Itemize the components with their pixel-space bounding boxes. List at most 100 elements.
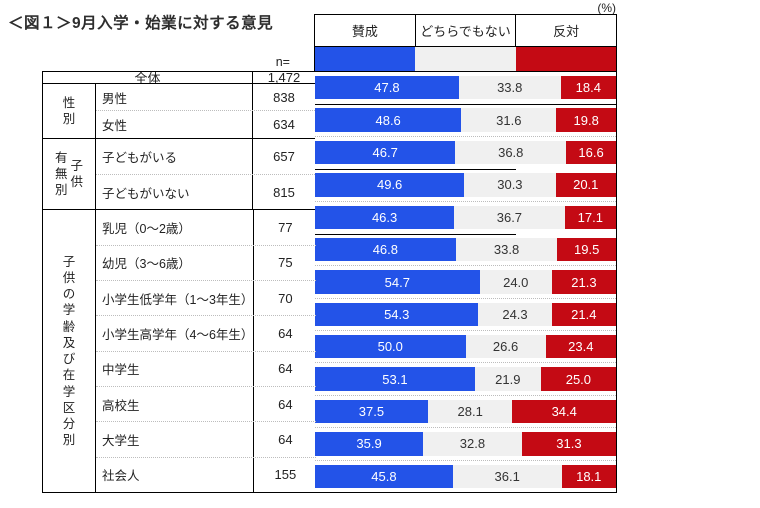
bar-segment-agree: 45.8 xyxy=(315,464,453,489)
row-n-value: 70 xyxy=(253,281,316,316)
bar-row: 45.8 36.1 18.1 xyxy=(315,459,616,492)
row-label: 大学生 xyxy=(102,434,140,449)
table-row: 女性 634 xyxy=(96,110,315,138)
row-label: 子どもがいる xyxy=(102,150,178,165)
bar-row: 49.6 30.3 20.1 xyxy=(315,169,616,200)
table-group-rows: 乳児（0～2歳） 77 幼児（3～6歳） 75 小学生低学年（1～3年生） 70 小学生高学… xyxy=(96,210,317,493)
figure-title: ＜図１＞9月入学・始業に対する意見 xyxy=(8,15,274,32)
bar-segment-oppose: 18.1 xyxy=(561,464,616,489)
row-n-value: 155 xyxy=(253,457,316,493)
chart-group: 48.6 31.6 19.8 46.7 36.8 16.6 xyxy=(315,103,616,168)
row-n-value: 634 xyxy=(252,111,315,138)
row-n-value: 64 xyxy=(253,387,316,422)
bar-row: 50.0 26.6 23.4 xyxy=(315,330,616,362)
table-row: 小学生高学年（4～6年生） 64 xyxy=(96,315,317,351)
group-label-cell: 子供の学齢及び在学区分別 xyxy=(43,210,96,492)
table-row: 中学生 64 xyxy=(96,350,317,387)
stacked-bar: 46.7 36.8 16.6 xyxy=(315,140,616,165)
bar-row: 48.6 31.6 19.8 xyxy=(315,104,616,135)
row-n-value: 64 xyxy=(253,316,316,351)
bar-segment-neutral: 24.3 xyxy=(478,302,552,327)
bar-row: 37.5 28.1 34.4 xyxy=(315,394,616,427)
bar-segment-neutral: 33.8 xyxy=(455,237,558,262)
group-label-vertical-text: 子供 xyxy=(70,158,84,190)
group-separator-line xyxy=(315,168,517,170)
bar-segment-neutral: 36.7 xyxy=(454,205,565,229)
bar-segment-neutral: 28.1 xyxy=(427,399,513,424)
legend-swatch-neutral xyxy=(415,47,516,71)
chart-group: 49.6 30.3 20.1 46.3 36.7 17.1 xyxy=(315,168,616,233)
table-group: 性別 男性 838 女性 634 xyxy=(43,82,315,138)
bar-segment-agree: 47.8 xyxy=(315,76,459,100)
bar-row: 46.7 36.8 16.6 xyxy=(315,135,616,168)
bar-segment-oppose: 21.3 xyxy=(551,270,616,294)
stacked-bar: 49.6 30.3 20.1 xyxy=(315,173,616,197)
bar-segment-agree: 35.9 xyxy=(315,432,424,456)
table-group: 子供の学齢及び在学区分別 乳児（0～2歳） 77 幼児（3～6歳） 75 小学生低学年（1… xyxy=(43,209,317,493)
category-table: 全体 1,472 性別男性 838 女性 634 有無別子供子どもがいる 657 子どもがいない… xyxy=(42,70,317,493)
row-n-value: 77 xyxy=(253,210,316,245)
stacked-bar: 54.3 24.3 21.4 xyxy=(315,302,616,327)
bar-row: 53.1 21.9 25.0 xyxy=(315,362,616,394)
n-equals-label: n= xyxy=(275,55,290,69)
group-label-vertical-text: 性別 xyxy=(62,95,76,126)
table-group-rows: 全体 1,472 xyxy=(43,70,315,85)
table-row: 子どもがいない 815 xyxy=(96,173,315,210)
row-n-value: 75 xyxy=(253,245,316,281)
row-n-value: 838 xyxy=(252,83,315,111)
table-group: 有無別子供 子どもがいる 657 子どもがいない 815 xyxy=(43,137,315,210)
bar-segment-agree: 49.6 xyxy=(315,173,465,197)
row-label: 子どもがいない xyxy=(102,186,190,201)
bar-segment-oppose: 21.4 xyxy=(551,302,616,327)
stacked-bar: 54.7 24.0 21.3 xyxy=(315,270,616,294)
table-row: 大学生 64 xyxy=(96,421,317,457)
row-label: 中学生 xyxy=(102,363,140,378)
bar-segment-neutral: 33.8 xyxy=(458,76,561,100)
table-row: 小学生低学年（1～3年生） 70 xyxy=(96,280,317,316)
row-n-value: 657 xyxy=(252,138,315,174)
legend-swatch-oppose xyxy=(515,47,616,71)
stacked-bar: 48.6 31.6 19.8 xyxy=(315,108,616,132)
row-n-value: 815 xyxy=(252,174,315,210)
stacked-bar: 35.9 32.8 31.3 xyxy=(315,432,617,456)
table-group-rows: 男性 838 女性 634 xyxy=(96,83,315,138)
row-n-value: 64 xyxy=(253,351,316,387)
group-separator-line xyxy=(315,104,616,106)
row-label: 幼児（3～6歳） xyxy=(102,257,191,272)
bars-area: 47.8 33.8 18.4 48.6 31.6 19.8 46.7 36.8 16.6 49.6… xyxy=(315,71,617,492)
table-row: 全体 1,472 xyxy=(43,70,315,85)
stacked-bar: 50.0 26.6 23.4 xyxy=(315,335,616,359)
bar-segment-oppose: 20.1 xyxy=(555,173,616,197)
bar-segment-oppose: 18.4 xyxy=(560,76,616,100)
bar-segment-oppose: 25.0 xyxy=(540,367,616,391)
legend-swatch-agree xyxy=(315,47,416,71)
bar-segment-neutral: 21.9 xyxy=(474,367,541,391)
stacked-bar: 53.1 21.9 25.0 xyxy=(315,367,616,391)
legend-label-agree: 賛成 xyxy=(315,15,415,47)
table-row: 社会人 155 xyxy=(96,456,317,493)
bar-segment-neutral: 26.6 xyxy=(465,335,546,359)
bar-row: 47.8 33.8 18.4 xyxy=(315,72,616,103)
table-row: 子どもがいる 657 xyxy=(96,138,315,174)
bar-segment-agree: 50.0 xyxy=(315,335,466,359)
percent-unit-label: (%) xyxy=(597,1,616,15)
legend-swatch-row xyxy=(315,47,616,71)
bar-segment-oppose: 16.6 xyxy=(566,140,616,165)
row-label: 乳児（0～2歳） xyxy=(102,222,191,237)
group-label-vertical-text: 子供の学齢及び在学区分別 xyxy=(62,254,76,448)
bar-row: 46.8 33.8 19.5 xyxy=(315,234,617,265)
table-row: 男性 838 xyxy=(96,83,315,111)
group-label-cell: 性別 xyxy=(43,83,96,138)
row-label: 高校生 xyxy=(102,398,140,413)
chart-region: 賛成 どちらでもない 反対 47.8 33.8 18.4 48.6 31.6 19.8 46.7… xyxy=(314,14,617,493)
bar-segment-agree: 37.5 xyxy=(315,399,428,424)
group-label-vertical-text: 有無別 xyxy=(54,150,68,198)
bar-segment-oppose: 19.5 xyxy=(557,237,617,262)
row-label: 社会人 xyxy=(102,469,140,484)
bar-segment-neutral: 24.0 xyxy=(479,270,552,294)
legend-label-neutral: どちらでもない xyxy=(414,15,516,47)
row-label: 男性 xyxy=(102,91,128,106)
legend-label-oppose: 反対 xyxy=(515,15,617,47)
stacked-bar: 47.8 33.8 18.4 xyxy=(315,76,616,100)
bar-segment-agree: 54.3 xyxy=(315,302,479,327)
